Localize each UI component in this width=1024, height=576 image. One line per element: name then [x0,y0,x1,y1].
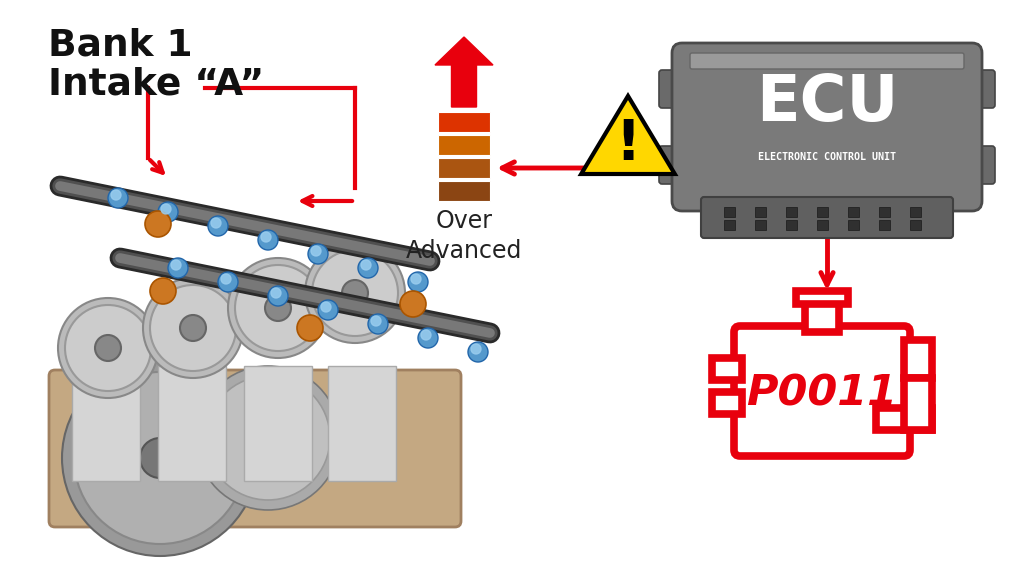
Bar [438,135,490,155]
Bar [244,366,312,481]
Circle shape [168,258,188,278]
Circle shape [211,218,221,228]
Circle shape [206,376,330,500]
Circle shape [161,204,171,214]
Circle shape [321,302,331,312]
FancyBboxPatch shape [734,326,910,456]
Circle shape [171,260,181,270]
Circle shape [208,216,228,236]
Bar [712,392,742,414]
Circle shape [180,315,206,341]
Circle shape [74,372,246,544]
Circle shape [62,360,258,556]
Circle shape [400,291,426,317]
Circle shape [421,330,431,340]
Circle shape [418,328,438,348]
Circle shape [361,260,371,270]
Circle shape [145,211,171,237]
Text: Bank 1
Intake “A”: Bank 1 Intake “A” [48,28,264,103]
Bar [438,112,490,132]
Circle shape [158,202,178,222]
Text: Over
Advanced: Over Advanced [406,209,522,263]
Polygon shape [582,96,675,174]
Bar [786,220,797,230]
Circle shape [221,274,231,284]
Bar [848,220,859,230]
Bar [72,366,140,481]
Bar [904,340,932,378]
Bar [817,207,828,217]
FancyBboxPatch shape [701,197,953,238]
Circle shape [65,305,151,391]
FancyBboxPatch shape [672,43,982,211]
Circle shape [308,244,328,264]
Circle shape [318,300,338,320]
FancyBboxPatch shape [967,146,995,184]
Circle shape [234,265,321,351]
Circle shape [150,285,236,371]
Circle shape [261,232,271,242]
FancyBboxPatch shape [690,53,964,69]
Text: P0011: P0011 [746,373,897,415]
Bar [904,378,932,430]
Bar [438,181,490,201]
Circle shape [218,272,238,292]
FancyBboxPatch shape [967,70,995,108]
Circle shape [312,250,398,336]
Bar [786,207,797,217]
Circle shape [95,335,121,361]
Circle shape [305,243,406,343]
FancyBboxPatch shape [659,70,687,108]
Circle shape [265,295,291,321]
Circle shape [143,278,243,378]
Bar [879,220,890,230]
Circle shape [196,366,340,510]
Circle shape [411,274,421,284]
Bar [848,207,859,217]
Circle shape [150,278,176,304]
Circle shape [254,424,282,452]
Bar [438,158,490,178]
Bar [755,220,766,230]
Bar [910,207,921,217]
Text: !: ! [615,117,641,171]
Circle shape [111,190,121,200]
FancyArrow shape [435,37,493,107]
Circle shape [468,342,488,362]
Circle shape [140,438,180,478]
Circle shape [228,258,328,358]
FancyBboxPatch shape [49,370,461,527]
Bar [724,207,735,217]
Bar [879,207,890,217]
Circle shape [368,314,388,334]
Circle shape [297,315,323,341]
Bar [796,291,848,304]
Bar [817,220,828,230]
Bar [805,300,839,332]
Circle shape [471,344,481,354]
Bar [755,207,766,217]
Bar [158,366,226,481]
Circle shape [408,272,428,292]
Text: ECU: ECU [756,73,898,134]
Bar [712,358,742,380]
Circle shape [58,298,158,398]
Circle shape [342,280,368,306]
Circle shape [371,316,381,326]
FancyBboxPatch shape [659,146,687,184]
Bar [724,220,735,230]
Circle shape [108,188,128,208]
Bar [328,366,396,481]
Circle shape [358,258,378,278]
Text: ELECTRONIC CONTROL UNIT: ELECTRONIC CONTROL UNIT [758,151,896,162]
Circle shape [258,230,278,250]
Bar [910,220,921,230]
Bar [876,408,932,430]
Circle shape [268,286,288,306]
Circle shape [271,288,281,298]
Circle shape [311,246,321,256]
